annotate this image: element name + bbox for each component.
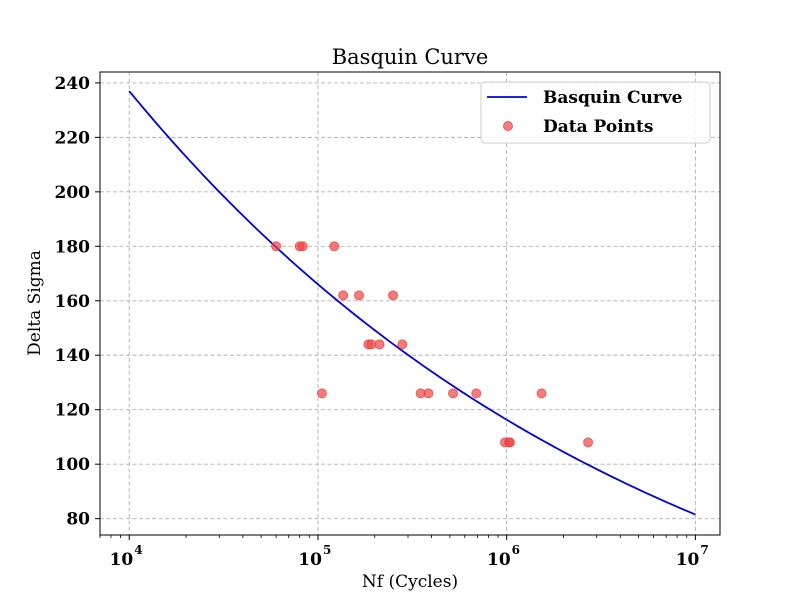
- basquin-curve-line: [128, 90, 696, 516]
- data-point: [504, 437, 515, 448]
- y-tick-label: 140: [55, 346, 91, 366]
- legend: Basquin Curve Data Points: [480, 81, 711, 144]
- series-layer: [128, 90, 696, 516]
- data-point: [397, 339, 408, 350]
- x-tick-base: 10: [110, 550, 134, 570]
- y-tick-label: 100: [55, 455, 91, 475]
- x-tick-label: 10 5: [298, 543, 331, 570]
- x-tick-exponent: 4: [134, 543, 142, 557]
- x-tick-exponent: 7: [700, 543, 708, 557]
- x-tick-label: 10 7: [676, 543, 709, 570]
- legend-box: [480, 81, 711, 144]
- data-point: [583, 437, 594, 448]
- x-tick-exponent: 5: [323, 543, 331, 557]
- x-tick-base: 10: [487, 550, 511, 570]
- data-point: [338, 290, 349, 301]
- x-tick-label: 10 6: [487, 543, 520, 570]
- x-tick-exponent: 6: [512, 543, 520, 557]
- x-tick-base: 10: [676, 550, 700, 570]
- data-point: [471, 388, 482, 399]
- legend-label-points: Data Points: [543, 117, 653, 137]
- y-tick-label: 120: [55, 401, 91, 421]
- data-point: [536, 388, 547, 399]
- data-point: [374, 339, 385, 350]
- x-tick-label: 10 4: [110, 543, 143, 570]
- plot-frame: [99, 71, 721, 536]
- y-axis-label: Delta Sigma: [25, 250, 45, 356]
- data-point: [423, 388, 434, 399]
- data-point: [297, 241, 308, 252]
- x-axis-label: Nf (Cycles): [362, 572, 458, 592]
- data-point: [271, 241, 282, 252]
- data-point: [354, 290, 365, 301]
- data-point: [329, 241, 340, 252]
- chart-title: Basquin Curve: [332, 45, 489, 69]
- y-tick-label: 240: [55, 74, 91, 94]
- y-tick-label: 200: [55, 183, 91, 203]
- legend-marker-swatch: [503, 121, 513, 131]
- y-tick-label: 180: [55, 237, 91, 257]
- legend-label-curve: Basquin Curve: [543, 88, 683, 108]
- x-tick-base: 10: [298, 550, 322, 570]
- y-tick-label: 160: [55, 292, 91, 312]
- data-point: [388, 290, 399, 301]
- y-tick-label: 80: [66, 510, 90, 530]
- y-tick-label: 220: [55, 128, 91, 148]
- data-point: [316, 388, 327, 399]
- data-point: [448, 388, 459, 399]
